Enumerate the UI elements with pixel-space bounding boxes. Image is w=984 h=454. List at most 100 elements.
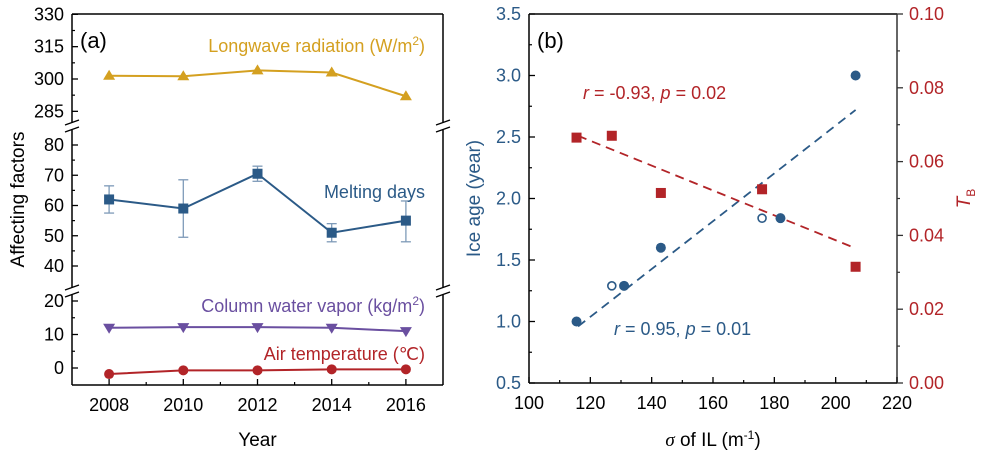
- y-axis-label: Affecting factors: [8, 132, 29, 268]
- x-tick-label: 220: [882, 393, 912, 413]
- data-point: [326, 364, 337, 375]
- y-tick-label: 285: [34, 101, 64, 121]
- y2-axis-label: TB: [954, 189, 978, 209]
- annotation-r: r: [614, 319, 621, 339]
- x-tick-label: 180: [759, 393, 789, 413]
- annotation-r-value: = -0.93,: [589, 83, 661, 103]
- y-tick-label: 1.5: [496, 250, 521, 270]
- axis-break-mark: [64, 126, 80, 133]
- data-point: [400, 215, 411, 226]
- series-label: Air temperature (℃): [264, 344, 425, 364]
- y-tick-label: 50: [44, 226, 64, 246]
- data-point: [619, 280, 630, 291]
- series-label-superscript: 2: [412, 294, 419, 308]
- x-axis-label-sigma: σ: [665, 430, 675, 451]
- axis-break-mark: [435, 126, 451, 133]
- data-point: [326, 227, 337, 238]
- x-axis-label-end: ): [754, 430, 760, 451]
- correlation-annotation: r = -0.93, p = 0.02: [583, 83, 726, 103]
- annotation-p: p: [660, 83, 671, 103]
- data-point: [655, 187, 666, 198]
- series-label-text: Longwave radiation (W/m: [208, 36, 412, 56]
- series-label: Longwave radiation (W/m2): [208, 34, 425, 56]
- annotation-p-value: = 0.01: [696, 319, 752, 339]
- fit-line-ice-age: [577, 109, 857, 328]
- data-point: [850, 70, 861, 81]
- x-tick-label: 140: [637, 393, 667, 413]
- series-label-superscript: 2: [412, 34, 419, 48]
- y2-tick-label: 0.10: [909, 4, 944, 24]
- panel-a: 285 300 315 330 40 50 60 70 80 0 10 20 2008 2010 2012 2…: [8, 4, 451, 451]
- x-tick-label: 2008: [89, 395, 129, 415]
- data-point: [606, 130, 617, 141]
- data-point: [252, 168, 263, 179]
- series-air-temperature: Air temperature (℃): [104, 344, 425, 380]
- axis-break-mark: [64, 119, 80, 126]
- x-tick-label: 100: [514, 393, 544, 413]
- data-point: [325, 66, 338, 77]
- axis-break-mark: [435, 291, 451, 298]
- y-tick-label: 70: [44, 165, 64, 185]
- series-label: Melting days: [324, 182, 425, 202]
- series-label-text: Column water vapor (kg/m: [201, 296, 412, 316]
- y2-tick-label: 0.04: [909, 225, 944, 245]
- data-point: [571, 132, 582, 143]
- y-tick-label: 330: [34, 4, 64, 24]
- annotation-r-value: = 0.95,: [620, 319, 686, 339]
- y-tick-label: 3.0: [496, 66, 521, 86]
- axis-break-mark: [435, 119, 451, 126]
- y-tick-label: 315: [34, 37, 64, 57]
- annotation-r: r: [583, 83, 590, 103]
- data-point: [251, 64, 264, 75]
- series-label-end: ): [419, 296, 425, 316]
- y-tick-label: 1.0: [496, 312, 521, 332]
- y2-tick-label: 0.00: [909, 373, 944, 393]
- y-tick-label: 20: [44, 291, 64, 311]
- y-tick-label: 2.0: [496, 189, 521, 209]
- x-axis-label-text: of IL (m: [675, 430, 744, 451]
- data-point: [178, 203, 189, 214]
- series-t-b: [571, 130, 861, 272]
- y2-axis-label-subscript: B: [964, 189, 978, 197]
- data-point: [177, 70, 190, 81]
- x-axis-label-superscript: -1: [744, 428, 755, 442]
- x-tick-label: 120: [575, 393, 605, 413]
- y-tick-label: 40: [44, 256, 64, 276]
- data-point: [325, 323, 338, 334]
- y-tick-label: 60: [44, 196, 64, 216]
- y2-tick-label: 0.06: [909, 152, 944, 172]
- panel-b: 100 120 140 160 180 200 220 0.5 1.0 1.5 2.0 2.5 3.0 3…: [464, 4, 978, 451]
- series-label-text: Air temperature (℃): [264, 344, 425, 364]
- y-tick-label: 10: [44, 325, 64, 345]
- y-tick-label: 300: [34, 69, 64, 89]
- annotation-p: p: [685, 319, 696, 339]
- x-tick-label: 160: [698, 393, 728, 413]
- y-axis-label: Ice age (year): [464, 140, 485, 257]
- data-point: [850, 261, 861, 272]
- axis-break-mark: [64, 284, 80, 291]
- data-point: [178, 365, 189, 376]
- y-tick-label: 0: [54, 358, 64, 378]
- correlation-annotation: r = 0.95, p = 0.01: [614, 319, 751, 339]
- data-point: [399, 90, 412, 101]
- series-ice-age-filled: [571, 70, 861, 327]
- data-point: [400, 364, 411, 375]
- y2-tick-label: 0.08: [909, 78, 944, 98]
- x-tick-label: 2010: [163, 395, 203, 415]
- fit-line-tb: [577, 134, 856, 250]
- data-point: [103, 69, 116, 80]
- y-tick-label: 2.5: [496, 127, 521, 147]
- series-melting-days: Melting days: [104, 165, 425, 243]
- data-point: [757, 213, 767, 223]
- axis-break-mark: [435, 284, 451, 291]
- data-point: [775, 213, 786, 224]
- panel-label: (b): [537, 28, 564, 53]
- x-tick-label: 2014: [312, 395, 352, 415]
- x-tick-label: 200: [821, 393, 851, 413]
- y-tick-label: 0.5: [496, 373, 521, 393]
- data-point: [104, 369, 115, 380]
- data-point: [606, 281, 617, 291]
- y-tick-label: 3.5: [496, 4, 521, 24]
- data-point: [103, 323, 116, 334]
